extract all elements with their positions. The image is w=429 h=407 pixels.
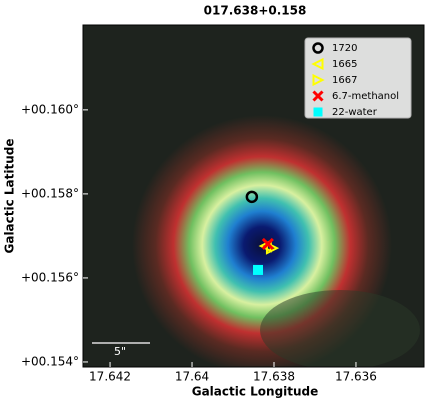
legend-label: 1720	[332, 43, 357, 54]
y-tick-label: +00.156°	[21, 270, 79, 284]
legend-label: 22-water	[332, 107, 378, 118]
marker	[312, 90, 324, 102]
y-tick-label: +00.154°	[21, 354, 79, 368]
chart-title: 017.638+0.158	[204, 4, 307, 18]
legend-box	[304, 37, 412, 119]
legend-label: 1667	[332, 75, 357, 86]
x-tick-label: 17.64	[175, 370, 209, 384]
plot-frame	[82, 24, 425, 368]
legend: 1720 1665 1667 6.7-methanol 22-water	[304, 37, 412, 119]
marker	[265, 241, 280, 255]
legend-label: 6.7-methanol	[332, 91, 399, 102]
y-axis-label: Galactic Latitude	[3, 138, 17, 253]
y-tick-label: +00.158°	[21, 186, 79, 200]
marker	[245, 190, 259, 204]
x-tick-label: 17.642	[89, 370, 131, 384]
marker	[312, 73, 325, 87]
x-tick-label: 17.638	[253, 370, 295, 384]
x-tick-label: 17.636	[335, 370, 377, 384]
x-axis-label: Galactic Longitude	[192, 385, 319, 399]
scale-bar-label: 5"	[114, 345, 126, 358]
y-tick-label: +00.160°	[21, 102, 79, 116]
marker	[312, 42, 324, 54]
marker	[313, 107, 323, 117]
marker	[261, 237, 274, 250]
marker	[253, 264, 264, 275]
marker	[311, 57, 324, 71]
legend-label: 1665	[332, 59, 357, 70]
